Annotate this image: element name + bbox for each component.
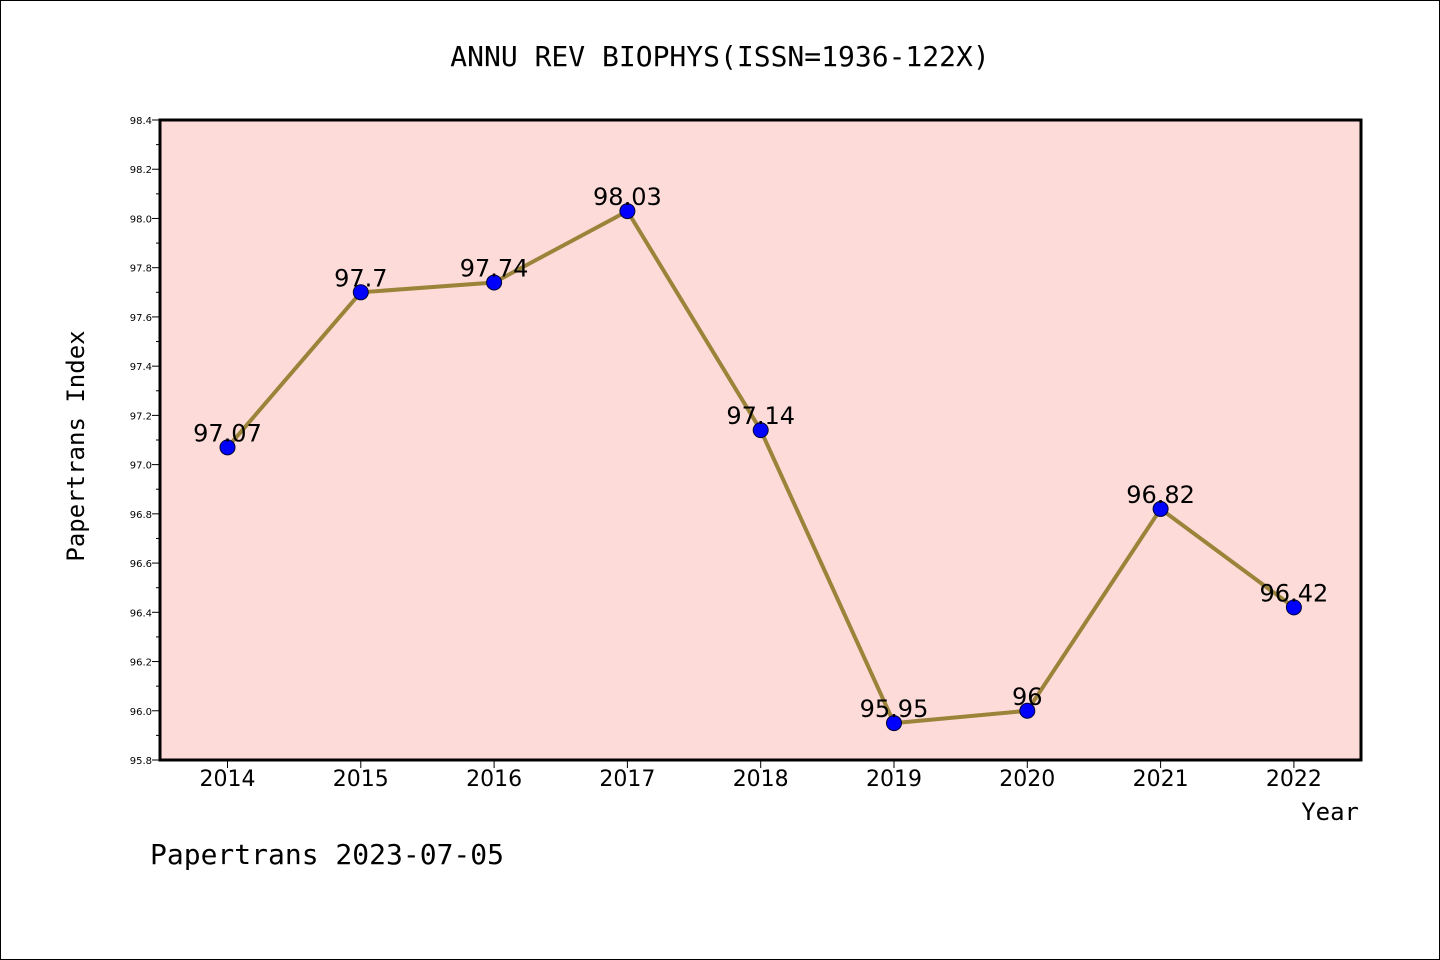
- x-tick-label: 2018: [733, 767, 789, 792]
- y-tick-label: 98.2: [130, 165, 152, 176]
- data-label: 97.14: [726, 402, 795, 430]
- x-axis-label: Year: [1301, 798, 1359, 826]
- data-label: 96.42: [1260, 579, 1329, 607]
- data-point: [1019, 702, 1036, 719]
- data-label: 96: [1012, 683, 1043, 711]
- x-tick-label: 2019: [866, 767, 922, 792]
- y-tick-label: 96.0: [130, 707, 152, 718]
- series-line-segment: [358, 280, 497, 295]
- data-point: [352, 284, 369, 301]
- y-axis: 95.8 96.0 96.2 96.4 96.6 96.8 97.0 97.2 97.4 97.6…: [130, 116, 160, 767]
- y-axis-label: Papertrans Index: [62, 330, 90, 561]
- data-point: [486, 274, 503, 291]
- y-tick-label: 98.0: [130, 214, 152, 225]
- x-tick-label: 2015: [333, 767, 389, 792]
- x-tick-label: 2022: [1266, 767, 1322, 792]
- marker-group: [219, 203, 1302, 732]
- x-tick-label: 2020: [999, 767, 1055, 792]
- data-point: [886, 715, 902, 732]
- series-line-segment: [225, 290, 363, 450]
- x-axis: 2014 2015 2016 2017 2018 2019 2020 2021 2022: [200, 760, 1322, 792]
- y-tick-label: 97.2: [130, 411, 152, 422]
- y-tick-label: 96.8: [130, 510, 152, 521]
- x-tick-label: 2021: [1133, 767, 1189, 792]
- data-point: [619, 203, 636, 220]
- data-label: 96.82: [1126, 481, 1195, 509]
- plot-area: [160, 120, 1361, 760]
- series-line-segment: [758, 428, 896, 726]
- y-tick-label: 96.6: [130, 559, 152, 570]
- data-label: 97.07: [193, 419, 262, 447]
- series-line-segment: [625, 209, 763, 433]
- x-tick-label: 2016: [466, 767, 522, 792]
- y-tick-label: 97.8: [130, 264, 152, 275]
- y-tick-label: 96.2: [130, 658, 152, 669]
- data-point: [219, 439, 236, 456]
- y-tick-label: 96.4: [130, 608, 152, 619]
- chart-title: ANNU REV BIOPHYS(ISSN=1936-122X): [450, 40, 989, 73]
- y-tick-label: 95.8: [130, 756, 152, 767]
- data-label: 97.7: [334, 264, 387, 292]
- data-point: [752, 422, 769, 439]
- data-label-group: 97.07 97.7 97.74 98.03 97.14 95.95 96 96.82 96.4…: [193, 183, 1328, 723]
- data-label: 97.74: [460, 254, 529, 282]
- series-line-segment: [1025, 506, 1163, 713]
- plot-border: [158, 118, 1363, 762]
- y-tick-label: 97.6: [130, 313, 152, 324]
- x-tick-label: 2017: [599, 767, 655, 792]
- x-tick-label: 2014: [200, 767, 256, 792]
- series-line-segment: [892, 708, 1030, 726]
- y-tick-label: 98.4: [130, 116, 152, 127]
- series-line-segment: [1158, 506, 1296, 610]
- footer-text: Papertrans 2023-07-05: [150, 838, 504, 871]
- y-tick-label: 97.4: [130, 362, 152, 373]
- series-line-segment: [492, 209, 630, 285]
- data-point: [1285, 599, 1302, 616]
- data-point: [1152, 500, 1169, 517]
- data-label: 95.95: [860, 695, 929, 723]
- data-label: 98.03: [593, 183, 662, 211]
- series-line-group: [225, 209, 1296, 726]
- y-tick-label: 97.0: [130, 461, 152, 472]
